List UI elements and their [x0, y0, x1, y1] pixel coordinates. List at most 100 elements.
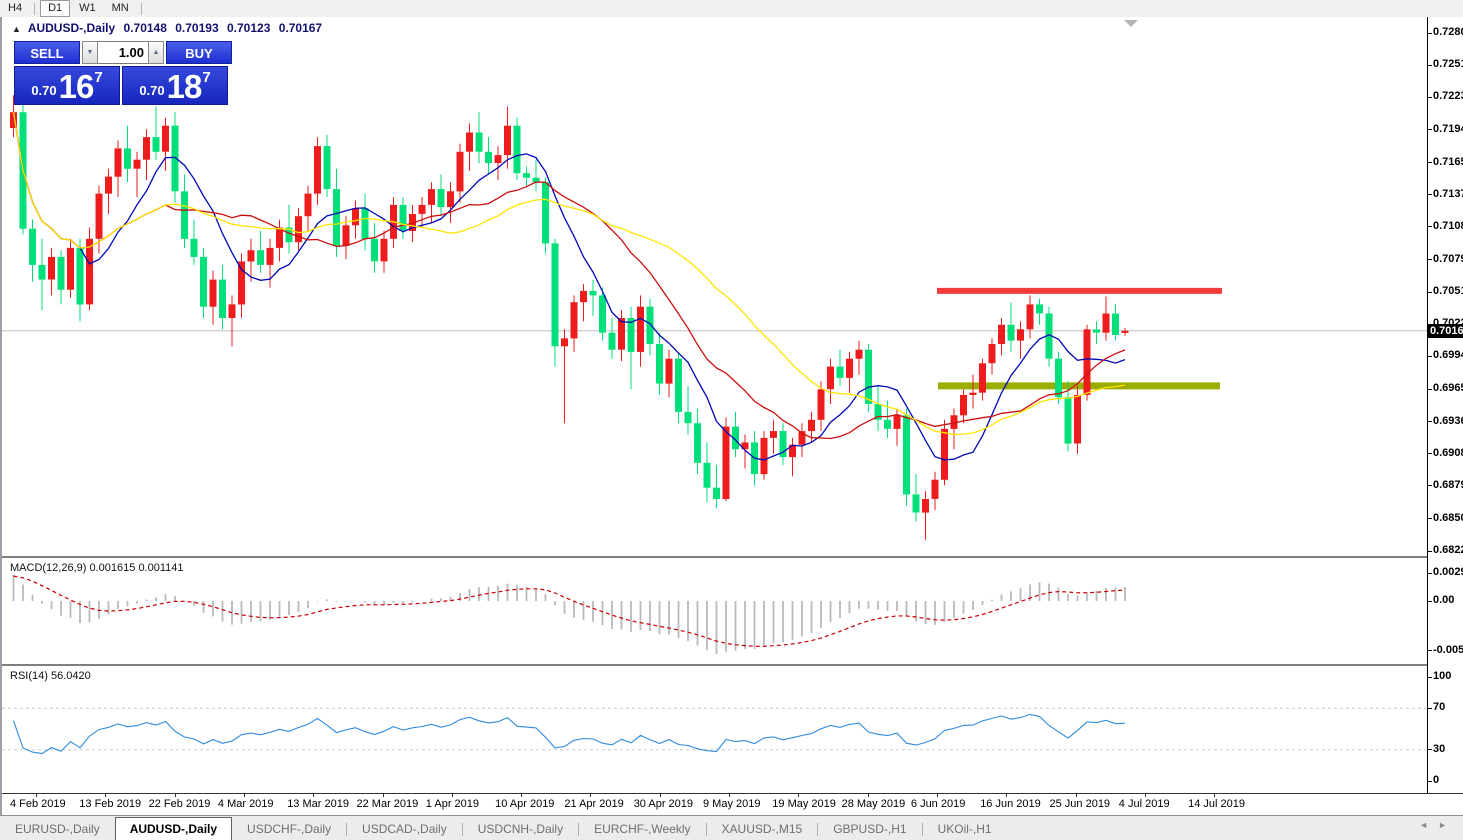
price-chart-canvas[interactable]	[2, 17, 1428, 557]
axis-tick	[1428, 749, 1432, 751]
date-axis[interactable]: 4 Feb 2019 13 Feb 2019 22 Feb 2019 4 Mar 20…	[2, 793, 1463, 816]
buy-price-big: 18	[166, 68, 203, 105]
volume-up-icon[interactable]: ▲	[148, 41, 164, 64]
volume-stepper: ▼ ▲	[82, 41, 164, 64]
macd-value-signal: 0.001141	[138, 562, 184, 574]
date-tick	[521, 794, 523, 797]
timeframe-button-d1[interactable]: D1	[40, 0, 71, 17]
timeframe-button-w1[interactable]: W1	[79, 2, 96, 14]
macd-axis-label: -0.005255	[1433, 643, 1463, 656]
date-axis-label: 19 May 2019	[772, 798, 836, 810]
price-axis-label: 0.68505	[1433, 511, 1463, 524]
volume-input[interactable]	[98, 41, 148, 64]
axis-tick	[1428, 129, 1432, 131]
chart-tab-usdchf-daily[interactable]: USDCHF-,Daily	[247, 822, 332, 836]
buy-price-button[interactable]: 0.70 18 7	[122, 66, 228, 105]
timeframe-button-mn[interactable]: MN	[111, 2, 129, 14]
current-price-tag: 0.70167	[1428, 323, 1463, 338]
date-tick	[1075, 794, 1077, 797]
date-axis-label: 22 Mar 2019	[356, 798, 419, 810]
chart-tab-gbpusd-h1[interactable]: GBPUSD-,H1	[833, 822, 907, 836]
axis-tick	[1428, 485, 1432, 487]
tab-divider	[578, 823, 580, 836]
chart-tab-eurchf-weekly[interactable]: EURCHF-,Weekly	[594, 822, 691, 836]
pane-separator[interactable]	[2, 664, 1428, 666]
tab-divider	[817, 823, 819, 836]
price-axis-label: 0.69650	[1433, 382, 1463, 395]
resistance-trendline	[937, 287, 1222, 294]
tab-scroll-right-icon[interactable]: ►	[1438, 820, 1457, 830]
date-tick	[243, 794, 245, 797]
date-axis-label: 4 Feb 2019	[10, 798, 66, 810]
axis-tick	[1428, 291, 1432, 293]
axis-tick	[1428, 226, 1432, 228]
date-tick	[1214, 794, 1216, 797]
macd-indicator-canvas[interactable]	[2, 558, 1428, 665]
date-axis-label: 4 Jul 2019	[1118, 798, 1170, 810]
axis-tick	[1428, 388, 1432, 390]
volume-down-icon[interactable]: ▼	[82, 41, 98, 64]
symbol-collapse-icon[interactable]: ▲	[12, 24, 21, 34]
axis-tick	[1428, 194, 1432, 196]
chart-tab-xauusd-m15[interactable]: XAUUSD-,M15	[721, 822, 803, 836]
macd-axis-label: 0.002962	[1433, 566, 1463, 578]
axis-tick	[1428, 707, 1432, 709]
date-axis-label: 4 Mar 2019	[217, 798, 274, 810]
date-tick	[659, 794, 661, 797]
pane-separator[interactable]	[2, 556, 1428, 558]
ohlc-open: 0.70148	[123, 21, 167, 35]
sell-price-button[interactable]: 0.70 16 7	[14, 66, 120, 105]
date-tick	[105, 794, 107, 797]
chart-tab-ukoil-h1[interactable]: UKOil-,H1	[937, 822, 992, 836]
date-tick	[1006, 794, 1008, 797]
axis-tick	[1428, 676, 1432, 678]
price-axis-label: 0.72800	[1433, 26, 1463, 38]
date-tick	[1144, 794, 1146, 797]
chart-tab-usdcnh-daily[interactable]: USDCNH-,Daily	[477, 822, 564, 836]
candles-group	[10, 95, 1129, 540]
chart-tab-eurusd-daily[interactable]: EURUSD-,Daily	[15, 822, 100, 836]
rsi-axis-label: 30	[1433, 742, 1446, 755]
chart-title: ▲ AUDUSD-,Daily 0.70148 0.70193 0.70123 …	[12, 21, 327, 35]
axis-tick	[1428, 355, 1432, 357]
price-axis-label: 0.68795	[1433, 478, 1463, 491]
buy-button[interactable]: BUY	[166, 41, 232, 64]
price-axis-label: 0.71945	[1433, 122, 1463, 135]
chart-tab-usdcad-daily[interactable]: USDCAD-,Daily	[362, 822, 447, 836]
date-axis-label: 30 Apr 2019	[633, 798, 694, 810]
date-axis-label: 16 Jun 2019	[980, 798, 1041, 810]
chart-shift-marker-icon[interactable]	[1124, 20, 1138, 27]
chart-tab-bar: EURUSD-,Daily AUDUSD-,Daily USDCHF-,Daily U…	[0, 815, 1463, 840]
price-axis-label: 0.71085	[1433, 219, 1463, 232]
sell-price-big: 16	[58, 68, 95, 105]
ohlc-low: 0.70123	[226, 21, 271, 35]
timeframe-toolbar: H4 D1 W1 MN	[0, 0, 1463, 18]
date-tick	[798, 794, 800, 797]
chart-symbol-label: AUDUSD-,Daily	[27, 21, 116, 35]
rsi-value: 56.0420	[50, 670, 91, 682]
rsi-label: RSI(14) 56.0420	[10, 670, 91, 682]
date-axis-label: 13 Mar 2019	[287, 798, 349, 810]
toolbar-separator	[34, 2, 36, 15]
rsi-axis-label: 0	[1433, 774, 1440, 786]
date-tick	[382, 794, 384, 797]
date-axis-label: 9 May 2019	[703, 798, 761, 810]
sell-button[interactable]: SELL	[14, 41, 80, 64]
axis-tick	[1428, 550, 1432, 552]
tab-divider	[461, 823, 463, 836]
timeframe-button-h4[interactable]: H4	[8, 2, 23, 14]
one-click-trade-panel: SELL ▼ ▲ BUY 0.70 16 7 0.70 18 7	[14, 41, 232, 105]
rsi-indicator-canvas[interactable]	[2, 666, 1428, 793]
date-tick	[729, 794, 730, 797]
chart-window[interactable]: ▲ AUDUSD-,Daily 0.70148 0.70193 0.70123 …	[0, 17, 1463, 816]
ohlc-close: 0.70167	[278, 21, 323, 35]
macd-label: MACD(12,26,9) 0.001615 0.001141	[10, 562, 184, 574]
tab-divider	[921, 823, 923, 836]
rsi-line	[12, 713, 1126, 755]
chart-tab-audusd-daily[interactable]: AUDUSD-,Daily	[114, 817, 233, 840]
tab-scroll-left-icon[interactable]: ◄	[1419, 820, 1439, 830]
date-axis-label: 21 Apr 2019	[564, 798, 624, 810]
axis-tick	[1428, 572, 1432, 574]
price-axis-label: 0.72230	[1433, 90, 1463, 103]
